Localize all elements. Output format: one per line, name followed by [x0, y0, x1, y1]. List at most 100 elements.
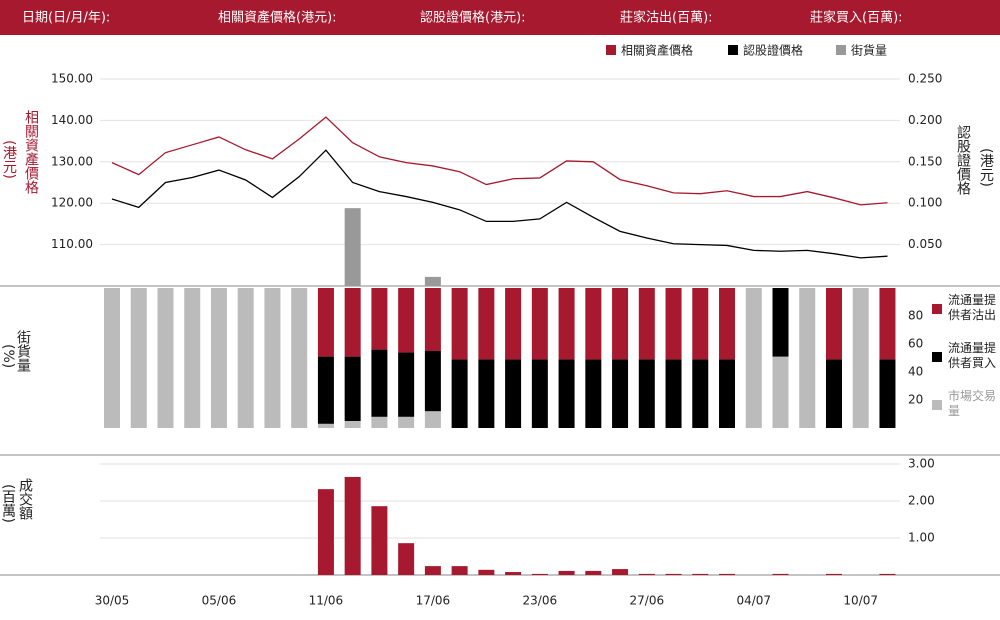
- bar: [424, 566, 441, 575]
- bar: [719, 573, 736, 575]
- x-tick-label: 17/06: [416, 594, 451, 608]
- price-line: [111, 149, 888, 259]
- legend-swatch: [932, 400, 942, 410]
- x-tick-label: 05/06: [202, 594, 237, 608]
- bar: [344, 476, 361, 575]
- stack-segment: [799, 288, 816, 428]
- y-tick-label: 20: [908, 393, 923, 407]
- stack-segment: [478, 288, 495, 360]
- y-axis-label: 成交額: [17, 478, 33, 520]
- y2-tick-label: 0.250: [908, 71, 942, 85]
- stack-segment: [692, 288, 709, 360]
- x-tick-label: 04/07: [736, 594, 771, 608]
- stack-segment: [424, 288, 441, 351]
- stack-segment: [558, 359, 575, 428]
- y-tick-label: 1.00: [908, 531, 935, 545]
- bar: [692, 573, 709, 575]
- stack-segment: [398, 416, 415, 428]
- stack-segment: [585, 359, 602, 428]
- header-field: 認股證價格(港元):: [420, 10, 526, 26]
- y-tick-label: 80: [908, 309, 923, 323]
- y-tick-label: 2.00: [908, 494, 935, 508]
- stack-segment: [852, 288, 869, 428]
- price-line: [111, 116, 888, 206]
- stack-segment: [531, 288, 548, 360]
- bar: [398, 543, 415, 575]
- stack-segment: [398, 352, 415, 417]
- stack-segment: [237, 288, 254, 428]
- header-field: 莊家買入(百萬):: [810, 10, 903, 26]
- bar: [612, 569, 629, 575]
- header-bar: [0, 0, 1000, 35]
- stack-segment: [104, 288, 120, 428]
- stack-segment: [451, 288, 468, 360]
- stack-segment: [692, 359, 709, 428]
- stack-segment: [344, 421, 361, 428]
- y-tick-label: 3.00: [908, 457, 935, 471]
- stack-segment: [317, 356, 334, 424]
- y2-tick-label: 0.050: [908, 237, 942, 251]
- stack-segment: [317, 423, 334, 428]
- y-tick-label: 60: [908, 337, 923, 351]
- stack-segment: [157, 288, 174, 428]
- street-bar: [424, 276, 441, 286]
- y2-tick-label: 0.200: [908, 113, 942, 127]
- x-tick-label: 30/05: [95, 594, 130, 608]
- stack-segment: [879, 359, 896, 428]
- stack-segment: [424, 411, 441, 428]
- y-axis-label: 街貨量: [15, 330, 31, 372]
- stack-segment: [531, 359, 548, 428]
- y-axis-unit: (%): [0, 344, 16, 368]
- x-tick-label: 23/06: [523, 594, 558, 608]
- stack-segment: [772, 288, 789, 357]
- x-tick-label: 10/07: [843, 594, 878, 608]
- stack-segment: [638, 359, 655, 428]
- bar: [638, 573, 655, 575]
- header-field: 日期(日/月/年):: [22, 11, 110, 26]
- bar: [371, 506, 388, 575]
- stack-segment: [451, 359, 468, 428]
- bar: [879, 573, 896, 575]
- legend-swatch: [728, 45, 738, 55]
- stack-segment: [665, 288, 682, 360]
- stack-segment: [371, 416, 388, 428]
- bar: [478, 569, 495, 575]
- y2-axis-unit: (港元): [978, 148, 994, 187]
- stack-segment: [184, 288, 201, 428]
- stack-segment: [398, 288, 415, 353]
- stack-segment: [719, 359, 736, 428]
- stack-segment: [879, 288, 896, 360]
- stack-segment: [558, 288, 575, 360]
- legend-label: 流通量提供者買入: [948, 341, 997, 370]
- stack-segment: [719, 288, 736, 360]
- stack-segment: [505, 288, 522, 360]
- street-bar: [344, 208, 361, 286]
- legend-swatch: [606, 45, 616, 55]
- stack-segment: [478, 359, 495, 428]
- header-field: 莊家沽出(百萬):: [620, 10, 713, 26]
- legend-label: 街貨量: [851, 43, 887, 58]
- legend-label: 市場交易量: [948, 389, 997, 418]
- stack-segment: [745, 288, 762, 428]
- bar: [825, 573, 842, 575]
- y-axis-unit: (百萬): [0, 484, 16, 523]
- bar: [531, 573, 548, 575]
- y-tick-label: 130.00: [51, 154, 93, 168]
- legend-swatch: [932, 352, 942, 362]
- legend-label: 認股證價格: [743, 43, 803, 58]
- stack-segment: [612, 288, 629, 360]
- stack-segment: [371, 288, 388, 350]
- bar: [772, 573, 789, 575]
- legend-swatch: [932, 304, 942, 314]
- bar: [505, 572, 522, 575]
- stack-segment: [344, 356, 361, 421]
- stack-segment: [317, 288, 334, 357]
- y-tick-label: 150.00: [51, 71, 93, 85]
- x-tick-label: 11/06: [309, 594, 344, 608]
- legend-label: 相關資產價格: [621, 43, 693, 58]
- stack-segment: [638, 288, 655, 360]
- x-tick-label: 27/06: [630, 594, 665, 608]
- stack-segment: [772, 356, 789, 428]
- y-tick-label: 40: [908, 365, 923, 379]
